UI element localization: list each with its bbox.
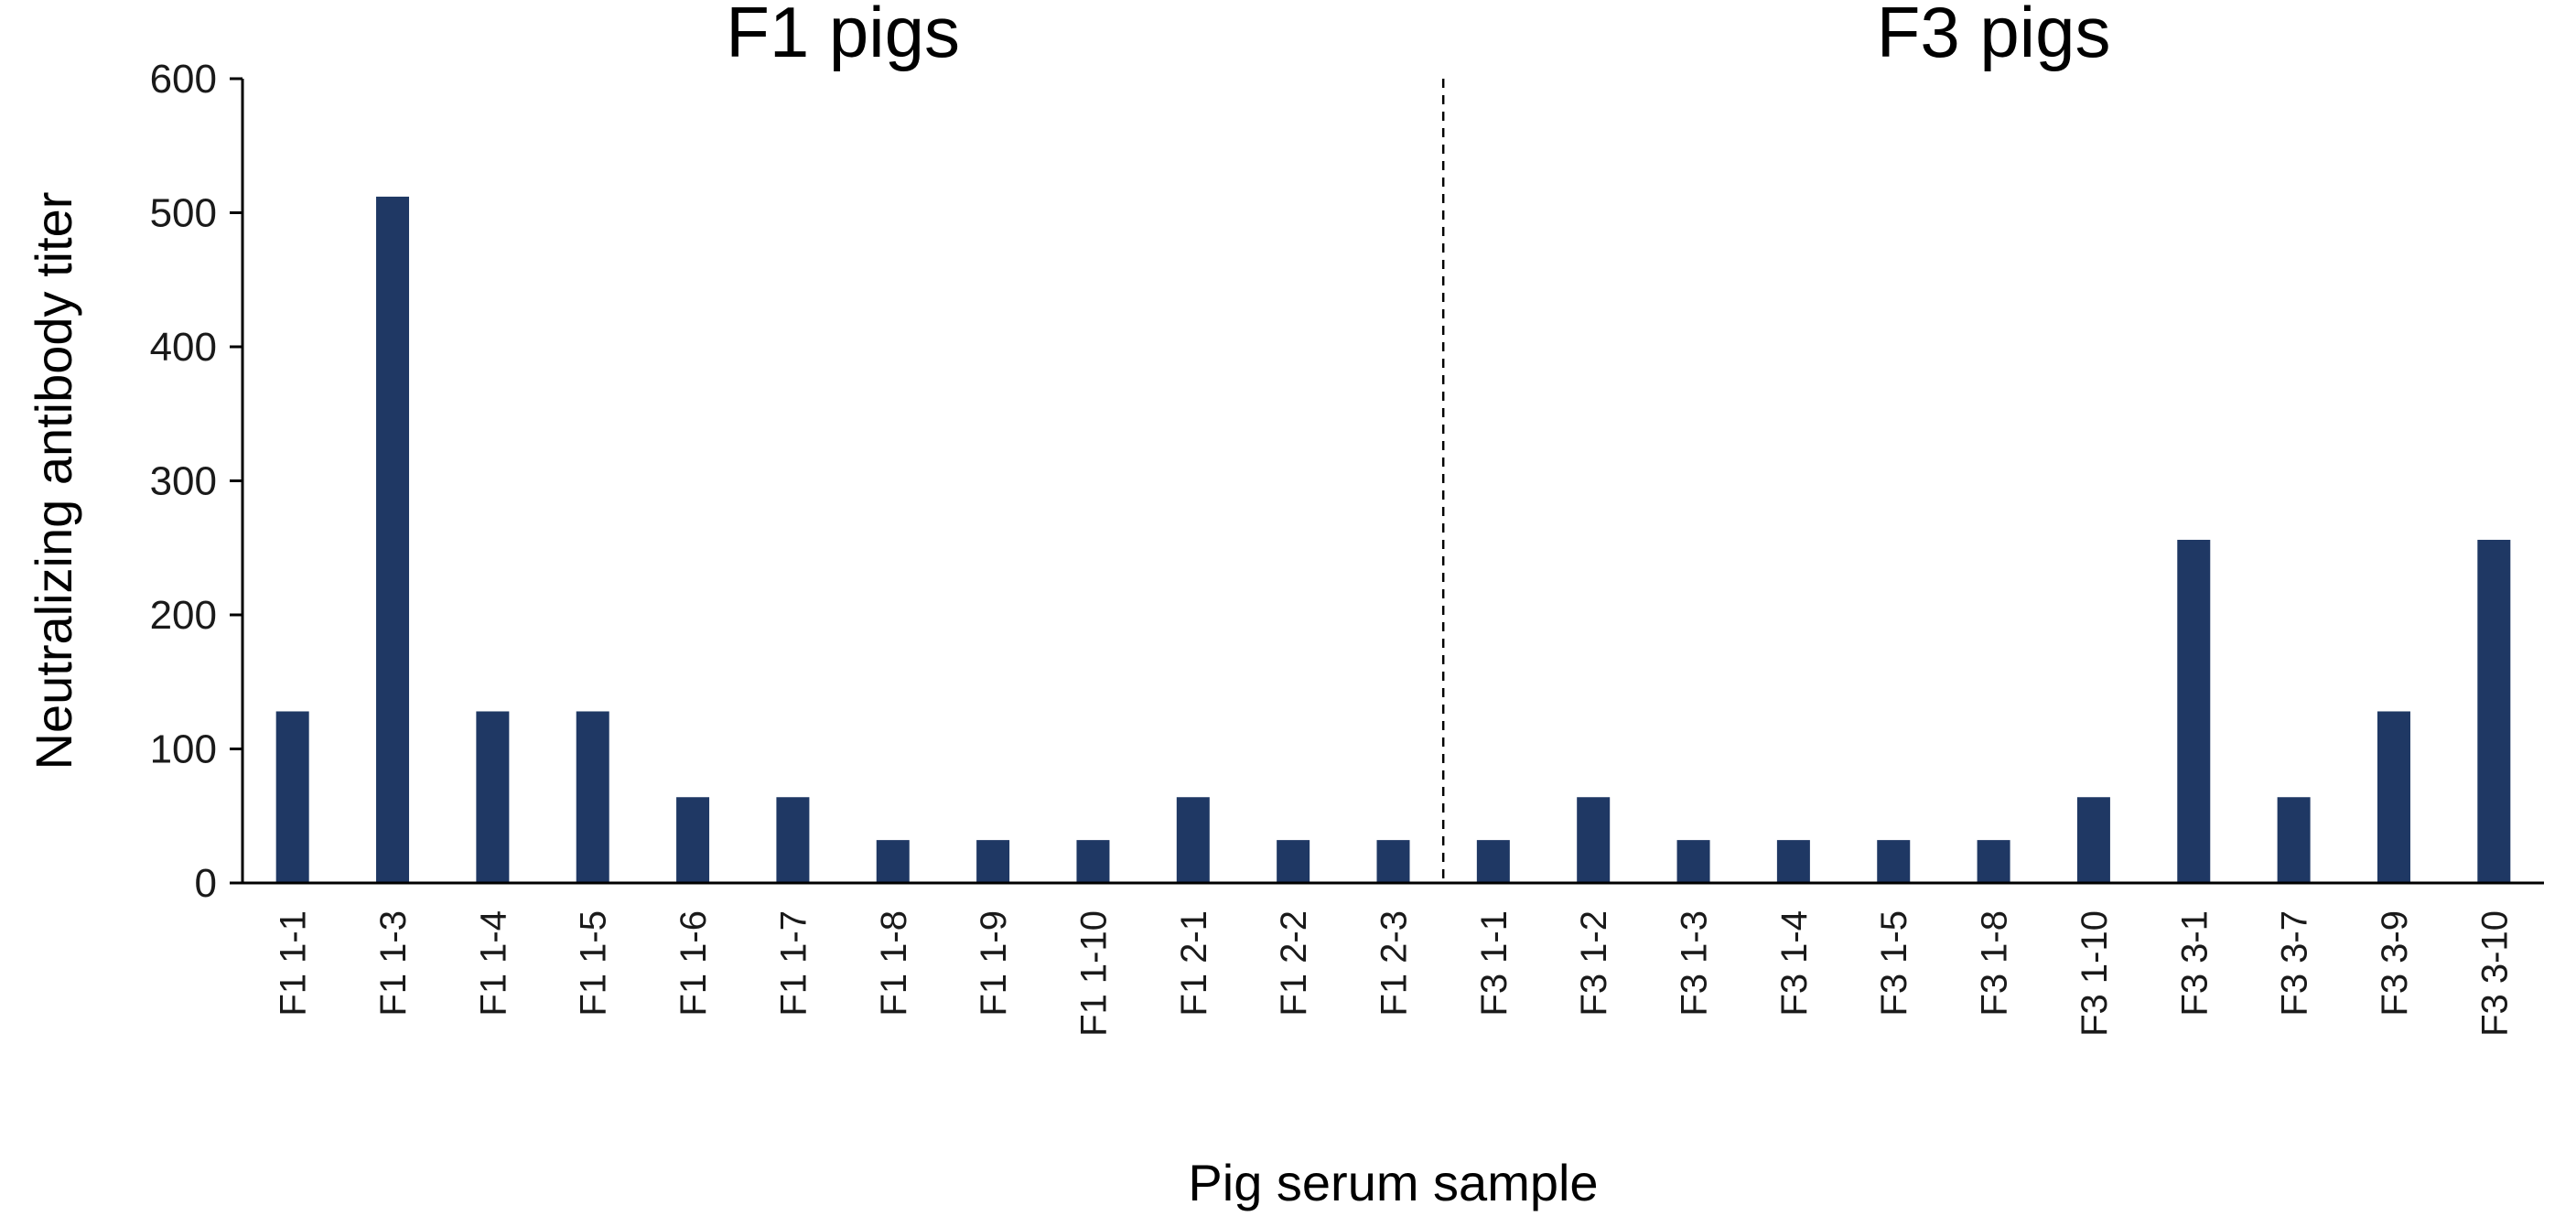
bar-f3-1-2 xyxy=(1577,797,1611,883)
bar-f1-1-4 xyxy=(476,711,510,883)
x-tick-label-f1-1-5: F1 1-5 xyxy=(574,910,614,1017)
y-ticks-layer: 0 100 200 300 400 500 600 xyxy=(150,57,243,906)
x-tick-label-f1-1-7: F1 1-7 xyxy=(773,910,814,1017)
y-tick-label-400: 400 xyxy=(150,325,217,370)
x-tick-label-f1-2-3: F1 2-3 xyxy=(1374,910,1415,1017)
bar-f1-1-6 xyxy=(676,797,710,883)
x-axis-title: Pig serum sample xyxy=(1188,1154,1598,1211)
x-tick-label-f3-3-9: F3 3-9 xyxy=(2375,910,2415,1017)
bar-f1-1-3 xyxy=(376,196,410,884)
x-tick-label-f3-1-3: F3 1-3 xyxy=(1675,910,1715,1017)
x-ticks-layer: F1 1-1 F1 1-3 F1 1-4 F1 1-5 F1 1-6 F1 1-7 F1 1… xyxy=(274,910,2516,1037)
y-tick-label-300: 300 xyxy=(150,459,217,504)
bar-f1-2-1 xyxy=(1176,797,1210,883)
bar-f3-3-1 xyxy=(2177,539,2211,883)
bar-f1-1-9 xyxy=(976,840,1010,883)
x-tick-label-f1-1-9: F1 1-9 xyxy=(974,910,1014,1017)
bar-f3-3-10 xyxy=(2477,539,2511,883)
x-tick-label-f3-3-10: F3 3-10 xyxy=(2474,910,2515,1037)
y-tick-label-0: 0 xyxy=(195,861,217,906)
group-label-f3-pigs: F3 pigs xyxy=(1877,0,2111,72)
bar-f1-1-1 xyxy=(275,711,309,883)
bar-f3-1-1 xyxy=(1476,840,1510,883)
bar-f3-1-8 xyxy=(1977,840,2010,883)
x-tick-label-f1-1-6: F1 1-6 xyxy=(674,910,714,1017)
x-tick-label-f3-1-2: F3 1-2 xyxy=(1574,910,1614,1017)
bar-f3-1-3 xyxy=(1676,840,1710,883)
bar-f1-1-5 xyxy=(576,711,609,883)
group-label-f1-pigs: F1 pigs xyxy=(726,0,960,72)
x-tick-label-f1-1-3: F1 1-3 xyxy=(373,910,414,1017)
x-tick-label-f3-3-1: F3 3-1 xyxy=(2174,910,2215,1017)
bar-f1-1-8 xyxy=(876,840,910,883)
bar-f3-3-7 xyxy=(2277,797,2311,883)
bar-f3-1-5 xyxy=(1877,840,1911,883)
x-tick-label-f1-2-1: F1 2-1 xyxy=(1174,910,1214,1017)
x-tick-label-f1-2-2: F1 2-2 xyxy=(1274,910,1314,1017)
x-tick-label-f1-1-10: F1 1-10 xyxy=(1073,910,1114,1037)
x-tick-label-f3-1-1: F3 1-1 xyxy=(1474,910,1514,1017)
bar-f1-2-2 xyxy=(1277,840,1310,883)
bar-f3-1-4 xyxy=(1776,840,1810,883)
y-tick-label-500: 500 xyxy=(150,191,217,236)
y-axis-title: Neutralizing antibody titer xyxy=(25,192,82,770)
x-tick-label-f3-3-7: F3 3-7 xyxy=(2275,910,2315,1017)
bar-f3-3-9 xyxy=(2377,711,2410,883)
x-tick-label-f1-1-1: F1 1-1 xyxy=(274,910,314,1017)
x-tick-label-f3-1-8: F3 1-8 xyxy=(1975,910,2015,1017)
x-tick-label-f3-1-10: F3 1-10 xyxy=(2075,910,2115,1037)
x-tick-label-f1-1-8: F1 1-8 xyxy=(874,910,914,1017)
y-tick-label-200: 200 xyxy=(150,593,217,638)
y-tick-label-600: 600 xyxy=(150,57,217,102)
x-tick-label-f3-1-5: F3 1-5 xyxy=(1874,910,1914,1017)
bar-f1-1-7 xyxy=(776,797,810,883)
y-tick-label-100: 100 xyxy=(150,727,217,772)
bar-f1-1-10 xyxy=(1076,840,1110,883)
bars-layer xyxy=(275,196,2511,884)
group-labels-layer: F1 pigs F3 pigs xyxy=(726,0,2110,72)
x-tick-label-f1-1-4: F1 1-4 xyxy=(473,910,513,1017)
bar-f1-2-3 xyxy=(1376,840,1410,883)
x-tick-label-f3-1-4: F3 1-4 xyxy=(1774,910,1815,1017)
bar-f3-1-10 xyxy=(2076,797,2110,883)
